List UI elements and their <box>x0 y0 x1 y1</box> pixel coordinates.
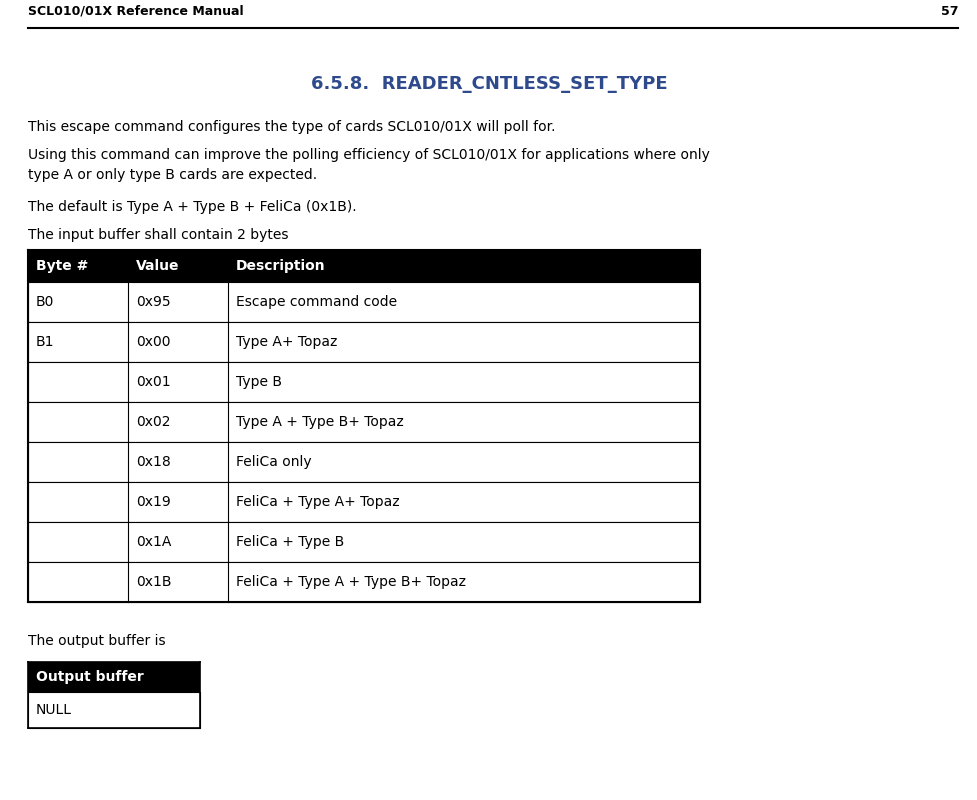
Text: 57: 57 <box>940 5 957 18</box>
Text: Type B: Type B <box>235 375 281 389</box>
Text: 0x1A: 0x1A <box>136 535 171 549</box>
Bar <box>28 562 700 602</box>
Text: B1: B1 <box>36 335 55 349</box>
Text: NULL: NULL <box>36 703 72 717</box>
Text: FeliCa + Type A+ Topaz: FeliCa + Type A+ Topaz <box>235 495 400 509</box>
Text: type A or only type B cards are expected.: type A or only type B cards are expected… <box>28 168 317 182</box>
Text: FeliCa + Type A + Type B+ Topaz: FeliCa + Type A + Type B+ Topaz <box>235 575 465 589</box>
Text: Type A + Type B+ Topaz: Type A + Type B+ Topaz <box>235 415 404 429</box>
Bar <box>28 282 700 322</box>
Text: 6.5.8.  READER_CNTLESS_SET_TYPE: 6.5.8. READER_CNTLESS_SET_TYPE <box>311 75 666 93</box>
Text: 0x95: 0x95 <box>136 295 170 309</box>
Text: Value: Value <box>136 259 180 273</box>
Bar <box>28 482 700 522</box>
Text: B0: B0 <box>36 295 55 309</box>
Text: 0x02: 0x02 <box>136 415 170 429</box>
Text: 0x19: 0x19 <box>136 495 171 509</box>
Bar <box>28 402 700 442</box>
Text: 0x01: 0x01 <box>136 375 170 389</box>
Bar <box>28 250 700 282</box>
Text: Byte #: Byte # <box>36 259 88 273</box>
Text: This escape command configures the type of cards SCL010/01X will poll for.: This escape command configures the type … <box>28 120 555 134</box>
Bar <box>28 522 700 562</box>
Text: Using this command can improve the polling efficiency of SCL010/01X for applicat: Using this command can improve the polli… <box>28 148 709 162</box>
Text: The output buffer is: The output buffer is <box>28 634 165 648</box>
Text: The default is Type A + Type B + FeliCa (0x1B).: The default is Type A + Type B + FeliCa … <box>28 200 357 214</box>
Text: Type A+ Topaz: Type A+ Topaz <box>235 335 337 349</box>
Text: Escape command code: Escape command code <box>235 295 397 309</box>
Bar <box>28 322 700 362</box>
Text: FeliCa + Type B: FeliCa + Type B <box>235 535 344 549</box>
Text: Description: Description <box>235 259 325 273</box>
Bar <box>28 442 700 482</box>
Bar <box>28 662 199 692</box>
Text: 0x18: 0x18 <box>136 455 171 469</box>
Text: Output buffer: Output buffer <box>36 670 144 684</box>
Text: 0x00: 0x00 <box>136 335 170 349</box>
Bar <box>28 692 199 728</box>
Text: SCL010/01X Reference Manual: SCL010/01X Reference Manual <box>28 5 243 18</box>
Text: FeliCa only: FeliCa only <box>235 455 312 469</box>
Text: The input buffer shall contain 2 bytes: The input buffer shall contain 2 bytes <box>28 228 288 242</box>
Text: 0x1B: 0x1B <box>136 575 171 589</box>
Bar <box>28 362 700 402</box>
